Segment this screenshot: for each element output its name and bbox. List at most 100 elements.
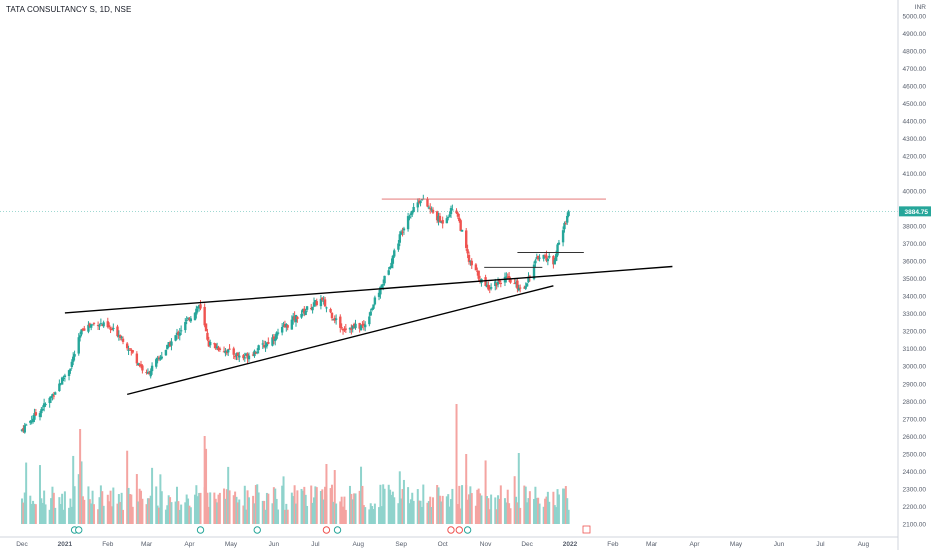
volume-bar [542, 506, 545, 524]
candle-body [334, 318, 338, 320]
volume-bar [440, 501, 443, 524]
volume-bar [214, 498, 217, 524]
volume-bar [306, 505, 309, 524]
volume-bar [109, 490, 112, 524]
candle-body [409, 213, 413, 216]
candle-body [141, 365, 144, 371]
candle-body [213, 343, 216, 345]
volume-bar [140, 490, 143, 524]
candle-body [188, 318, 191, 321]
volume-bar [515, 496, 518, 524]
price-tick-label: 4700.00 [903, 66, 927, 73]
candle-body [391, 255, 395, 264]
candle-body [330, 312, 334, 319]
volume-bar [476, 489, 479, 524]
volume-bar [44, 504, 47, 524]
volume-bar [474, 505, 477, 524]
volume-bar [449, 499, 452, 524]
volume-bar [523, 485, 526, 524]
candle-body [459, 220, 462, 231]
volume-bar [528, 491, 531, 524]
volume-bar [332, 501, 335, 524]
time-tick-label: Nov [480, 541, 492, 548]
volume-bar [290, 492, 293, 524]
time-tick-label: Jul [816, 541, 825, 548]
candle-body [381, 284, 385, 286]
price-tick-label: 4500.00 [903, 101, 927, 108]
candle-body [101, 324, 104, 326]
time-tick-label: May [730, 541, 743, 548]
candle-body [314, 300, 317, 303]
time-tick-label: Aug [858, 541, 870, 548]
volume-bar [271, 503, 274, 524]
candle-body [166, 344, 169, 350]
volume-bar [373, 503, 376, 524]
volume-bar [505, 502, 508, 524]
price-tick-label: 2700.00 [903, 416, 927, 423]
volume-bar [469, 486, 472, 524]
volume-bar [314, 486, 317, 524]
event-marker-icon [333, 526, 342, 534]
price-tick-label: 4600.00 [903, 83, 927, 90]
volume-bar [503, 498, 506, 524]
volume-bar [117, 494, 120, 524]
candle-body [20, 429, 24, 431]
candle-body [350, 328, 353, 330]
volume-bar [545, 496, 548, 524]
candle-body [243, 357, 246, 359]
volume-bar [166, 505, 169, 524]
candle-body [545, 255, 548, 261]
candle-body [91, 324, 94, 326]
volume-bar [206, 492, 209, 524]
candle-body [109, 328, 112, 330]
volume-bar [300, 488, 303, 524]
candle-body [139, 364, 143, 367]
candle-body [476, 270, 479, 272]
volume-bar [436, 484, 439, 524]
volume-bar [479, 493, 482, 524]
candle-body [137, 363, 140, 365]
volume-bar [257, 492, 260, 524]
volume-bar [566, 498, 569, 524]
candle-body [125, 343, 129, 349]
volume-bar [135, 474, 138, 524]
volume-bar [340, 496, 343, 524]
candle-body [538, 257, 541, 259]
volume-bars [21, 404, 570, 524]
candle-body [193, 312, 197, 321]
candle-body [116, 326, 119, 337]
candle-body [412, 206, 415, 212]
volume-bar [277, 509, 280, 524]
price-tick-label: 4000.00 [903, 189, 927, 196]
candle-body [351, 325, 354, 329]
candle-body [411, 210, 414, 215]
candle-body [516, 280, 519, 289]
candle-body [77, 337, 80, 354]
volume-bar [245, 509, 248, 524]
candle-body [156, 357, 159, 360]
volume-bar [319, 491, 322, 524]
volume-bar [303, 486, 306, 524]
candle-body [184, 322, 187, 331]
price-tick-label: 2800.00 [903, 399, 927, 406]
upper-trendline [64, 265, 673, 314]
candle-body [552, 256, 555, 265]
candle-body [524, 286, 527, 289]
candle-body [377, 292, 381, 297]
volume-bar [189, 507, 192, 524]
volume-bar [246, 490, 249, 524]
price-tick-label: 2200.00 [903, 504, 927, 511]
volume-bar [393, 497, 396, 524]
volume-bar [333, 470, 336, 524]
candle-body [445, 218, 449, 224]
candle-body [204, 323, 208, 332]
candle-body [209, 341, 212, 346]
volume-bar [524, 486, 527, 524]
volume-bar [175, 486, 178, 524]
volume-bar [59, 504, 62, 524]
volume-bar [552, 491, 555, 524]
candles [20, 194, 570, 434]
volume-bar [497, 495, 500, 524]
